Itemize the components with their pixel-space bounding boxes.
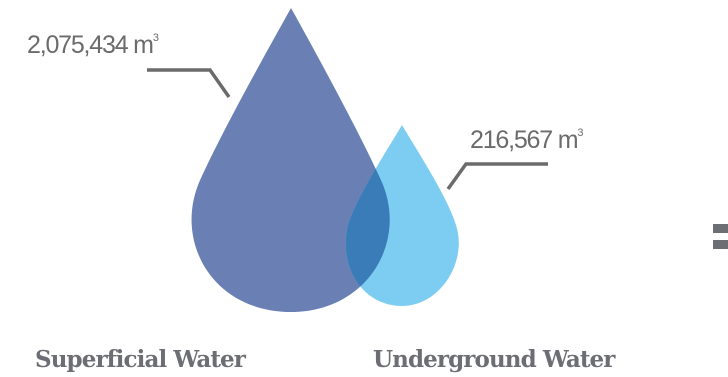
equals-sign: [713, 224, 728, 249]
underground-water-leader-line: [446, 162, 548, 191]
superficial-water-value-label: 2,075,434 m3: [27, 31, 159, 59]
superficial-water-leader-line: [147, 68, 231, 99]
underground-water-category-label: Underground Water: [373, 346, 616, 373]
underground-water-value-label: 216,567 m3: [470, 126, 583, 154]
superficial-water-drop: [191, 8, 390, 312]
superficial-water-category-label: Superficial Water: [35, 346, 247, 373]
